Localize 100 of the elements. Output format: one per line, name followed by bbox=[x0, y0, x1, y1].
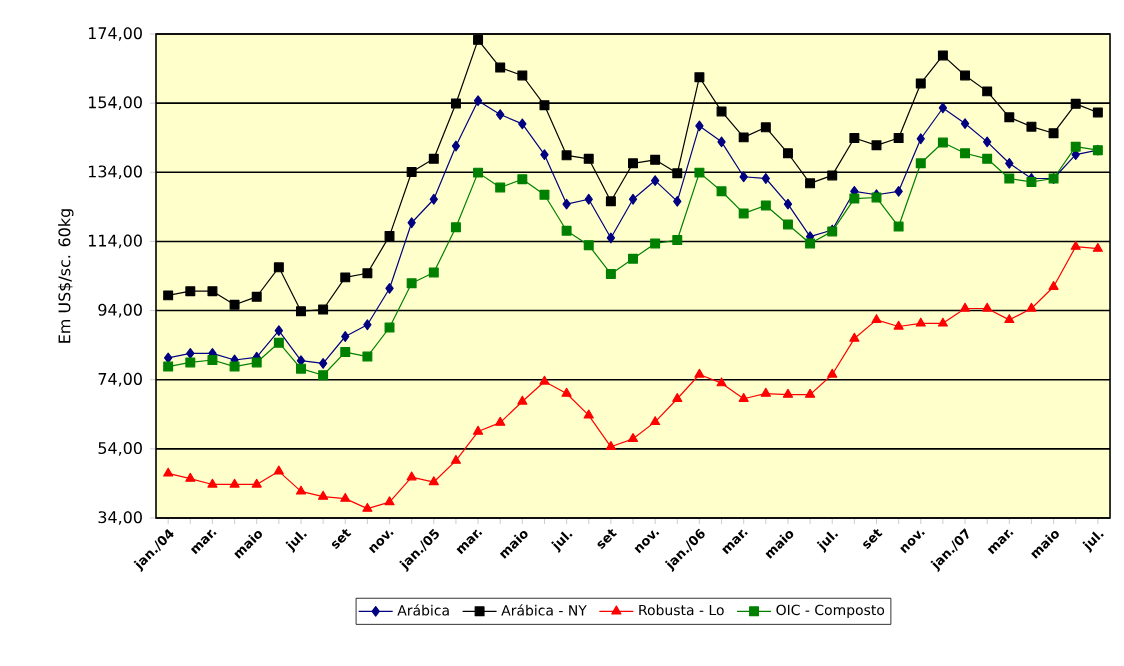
point bbox=[782, 219, 793, 230]
point bbox=[450, 222, 461, 233]
point bbox=[185, 472, 196, 482]
point bbox=[384, 322, 395, 333]
point bbox=[163, 467, 174, 477]
point bbox=[584, 193, 593, 205]
point bbox=[428, 267, 439, 278]
point bbox=[849, 332, 860, 342]
point bbox=[871, 140, 882, 151]
point bbox=[805, 178, 816, 189]
point bbox=[185, 286, 196, 297]
point bbox=[716, 186, 727, 197]
point bbox=[650, 154, 661, 165]
point bbox=[539, 375, 550, 385]
point bbox=[937, 317, 948, 327]
point bbox=[1026, 121, 1037, 132]
point bbox=[273, 262, 284, 273]
point bbox=[650, 175, 660, 186]
point bbox=[362, 351, 373, 362]
point bbox=[296, 306, 306, 317]
point bbox=[716, 106, 727, 117]
point bbox=[318, 490, 329, 500]
point bbox=[473, 167, 484, 178]
point bbox=[318, 370, 329, 381]
point bbox=[893, 221, 904, 232]
point bbox=[893, 133, 904, 144]
point bbox=[341, 331, 350, 342]
point bbox=[1004, 112, 1015, 123]
point bbox=[894, 185, 903, 197]
point bbox=[937, 137, 948, 148]
point bbox=[207, 355, 218, 365]
point bbox=[251, 478, 262, 488]
point bbox=[605, 268, 616, 279]
point bbox=[1070, 98, 1081, 109]
point bbox=[163, 290, 174, 301]
point bbox=[915, 158, 926, 169]
point bbox=[827, 170, 838, 181]
point bbox=[938, 102, 948, 114]
point bbox=[805, 388, 816, 398]
point bbox=[760, 200, 771, 211]
point bbox=[871, 314, 882, 324]
point bbox=[428, 476, 439, 486]
point bbox=[783, 198, 793, 210]
point bbox=[473, 34, 484, 45]
point bbox=[518, 118, 527, 130]
point bbox=[937, 50, 948, 61]
point bbox=[695, 120, 704, 132]
point bbox=[496, 109, 505, 120]
point bbox=[827, 368, 838, 378]
point bbox=[717, 136, 726, 148]
point bbox=[562, 198, 571, 210]
point bbox=[959, 302, 971, 312]
point bbox=[583, 240, 594, 251]
point bbox=[1026, 302, 1037, 312]
point bbox=[450, 98, 461, 109]
point bbox=[540, 149, 549, 161]
point bbox=[1092, 107, 1103, 118]
point bbox=[539, 100, 550, 111]
point bbox=[362, 268, 373, 279]
point bbox=[738, 208, 749, 219]
point bbox=[694, 167, 705, 178]
point bbox=[672, 392, 683, 402]
point bbox=[407, 217, 416, 229]
point bbox=[185, 357, 196, 368]
point bbox=[429, 193, 438, 205]
point bbox=[960, 148, 971, 159]
point bbox=[672, 168, 683, 179]
point bbox=[982, 86, 993, 97]
point bbox=[363, 319, 372, 331]
point bbox=[1048, 128, 1059, 139]
point bbox=[340, 492, 351, 502]
point bbox=[495, 416, 506, 426]
point bbox=[694, 72, 705, 83]
point bbox=[673, 195, 682, 207]
point bbox=[517, 395, 528, 405]
point bbox=[982, 302, 993, 312]
point bbox=[473, 95, 483, 107]
point bbox=[273, 465, 284, 475]
point bbox=[495, 182, 506, 193]
point bbox=[251, 291, 262, 302]
point bbox=[340, 347, 351, 358]
point bbox=[849, 133, 860, 144]
point bbox=[318, 304, 329, 315]
point bbox=[672, 235, 683, 246]
point bbox=[583, 409, 594, 419]
point bbox=[1070, 240, 1081, 250]
point bbox=[960, 70, 971, 81]
point bbox=[628, 253, 638, 264]
point bbox=[1005, 157, 1014, 169]
point bbox=[229, 478, 240, 488]
point bbox=[385, 283, 394, 294]
point bbox=[384, 230, 395, 241]
point bbox=[628, 193, 638, 205]
point bbox=[1048, 280, 1059, 290]
point bbox=[451, 140, 461, 152]
point bbox=[561, 387, 572, 397]
point bbox=[472, 425, 484, 435]
point bbox=[561, 150, 572, 161]
point bbox=[760, 122, 771, 133]
point bbox=[406, 278, 417, 289]
